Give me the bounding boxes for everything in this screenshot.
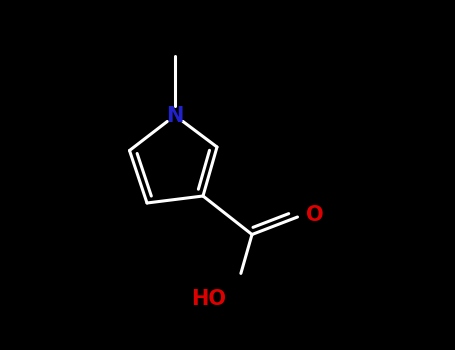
Text: O: O xyxy=(306,205,324,225)
Text: HO: HO xyxy=(191,289,226,309)
Text: N: N xyxy=(167,105,184,126)
